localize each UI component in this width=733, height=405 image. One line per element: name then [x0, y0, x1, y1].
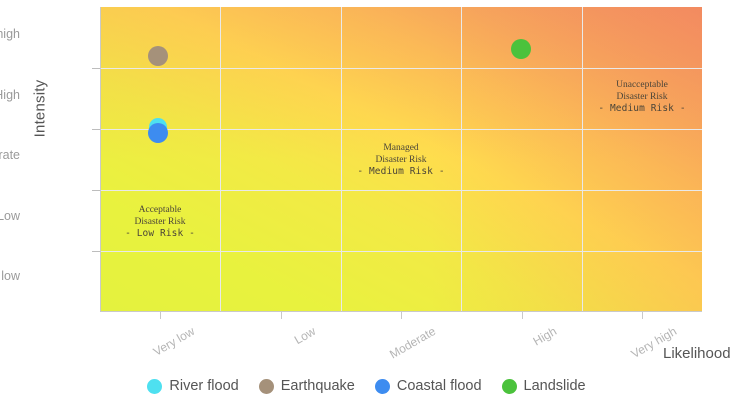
gridline-vertical-1 — [220, 7, 221, 312]
annotation-line-3: - Medium Risk - — [598, 103, 686, 115]
y-tick-mark-3 — [92, 190, 100, 191]
gridline-vertical-3 — [461, 7, 462, 312]
x-tick-mark-moderate — [401, 312, 402, 319]
annotation-line-3: - Low Risk - — [125, 228, 195, 240]
plot-area: Acceptable Disaster Risk - Low Risk - Ma… — [100, 7, 702, 312]
gridline-vertical-2 — [341, 7, 342, 312]
legend-swatch-icon — [501, 378, 517, 394]
annotation-line-2: Disaster Risk — [134, 216, 186, 227]
y-axis-title: Intensity — [31, 79, 49, 138]
legend-label: River flood — [169, 378, 239, 394]
x-tick-mark-very-low — [160, 312, 161, 319]
legend-item-river-flood[interactable]: River flood — [147, 378, 239, 394]
annotation-line-1: Unacceptable — [616, 80, 668, 90]
annotation-managed-medium-risk: Managed Disaster Risk - Medium Risk - — [341, 143, 461, 178]
x-tick-mark-very-high — [642, 312, 643, 319]
legend-label: Coastal flood — [396, 378, 482, 394]
y-tick-mark-4 — [92, 251, 100, 252]
annotation-acceptable-low-risk: Acceptable Disaster Risk - Low Risk - — [100, 205, 220, 240]
y-tick-label-high: High — [0, 88, 20, 102]
y-tick-label-low: Low — [0, 209, 20, 223]
annotation-line-2: Disaster Risk — [375, 154, 427, 165]
x-tick-mark-low — [281, 312, 282, 319]
x-axis-title: Likelihood — [663, 345, 731, 362]
y-tick-mark-2 — [92, 129, 100, 130]
legend-label: Landslide — [523, 378, 586, 394]
y-tick-label-very-low: Very low — [0, 269, 20, 283]
data-point-landslide[interactable] — [511, 39, 531, 59]
annotation-line-3: - Medium Risk - — [357, 166, 445, 178]
legend-swatch-icon — [147, 378, 163, 394]
gridline-horizontal-3 — [100, 190, 702, 191]
gridline-horizontal-2 — [100, 129, 702, 130]
legend-item-coastal-flood[interactable]: Coastal flood — [374, 378, 482, 394]
data-point-coastal-flood[interactable] — [148, 123, 168, 143]
gridline-horizontal-4 — [100, 251, 702, 252]
risk-gradient-overlay — [100, 7, 702, 312]
data-point-earthquake[interactable] — [148, 46, 168, 66]
gridline-horizontal-1 — [100, 68, 702, 69]
y-tick-mark-1 — [92, 68, 100, 69]
annotation-line-2: Disaster Risk — [616, 91, 668, 102]
annotation-unacceptable-medium-risk: Unacceptable Disaster Risk - Medium Risk… — [582, 80, 702, 115]
legend-label: Earthquake — [280, 378, 355, 394]
x-tick-mark-high — [522, 312, 523, 319]
y-tick-label-very-high: Very high — [0, 27, 20, 41]
legend-item-earthquake[interactable]: Earthquake — [258, 378, 355, 394]
chart-legend: River flood Earthquake Coastal flood Lan… — [0, 378, 733, 394]
annotation-line-1: Managed — [383, 143, 419, 153]
legend-swatch-icon — [258, 378, 274, 394]
legend-item-landslide[interactable]: Landslide — [501, 378, 586, 394]
annotation-line-1: Acceptable — [138, 205, 182, 215]
risk-gradient-background — [100, 7, 702, 312]
gridline-vertical-4 — [582, 7, 583, 312]
y-tick-label-moderate: Moderate — [0, 148, 20, 162]
legend-swatch-icon — [374, 378, 390, 394]
